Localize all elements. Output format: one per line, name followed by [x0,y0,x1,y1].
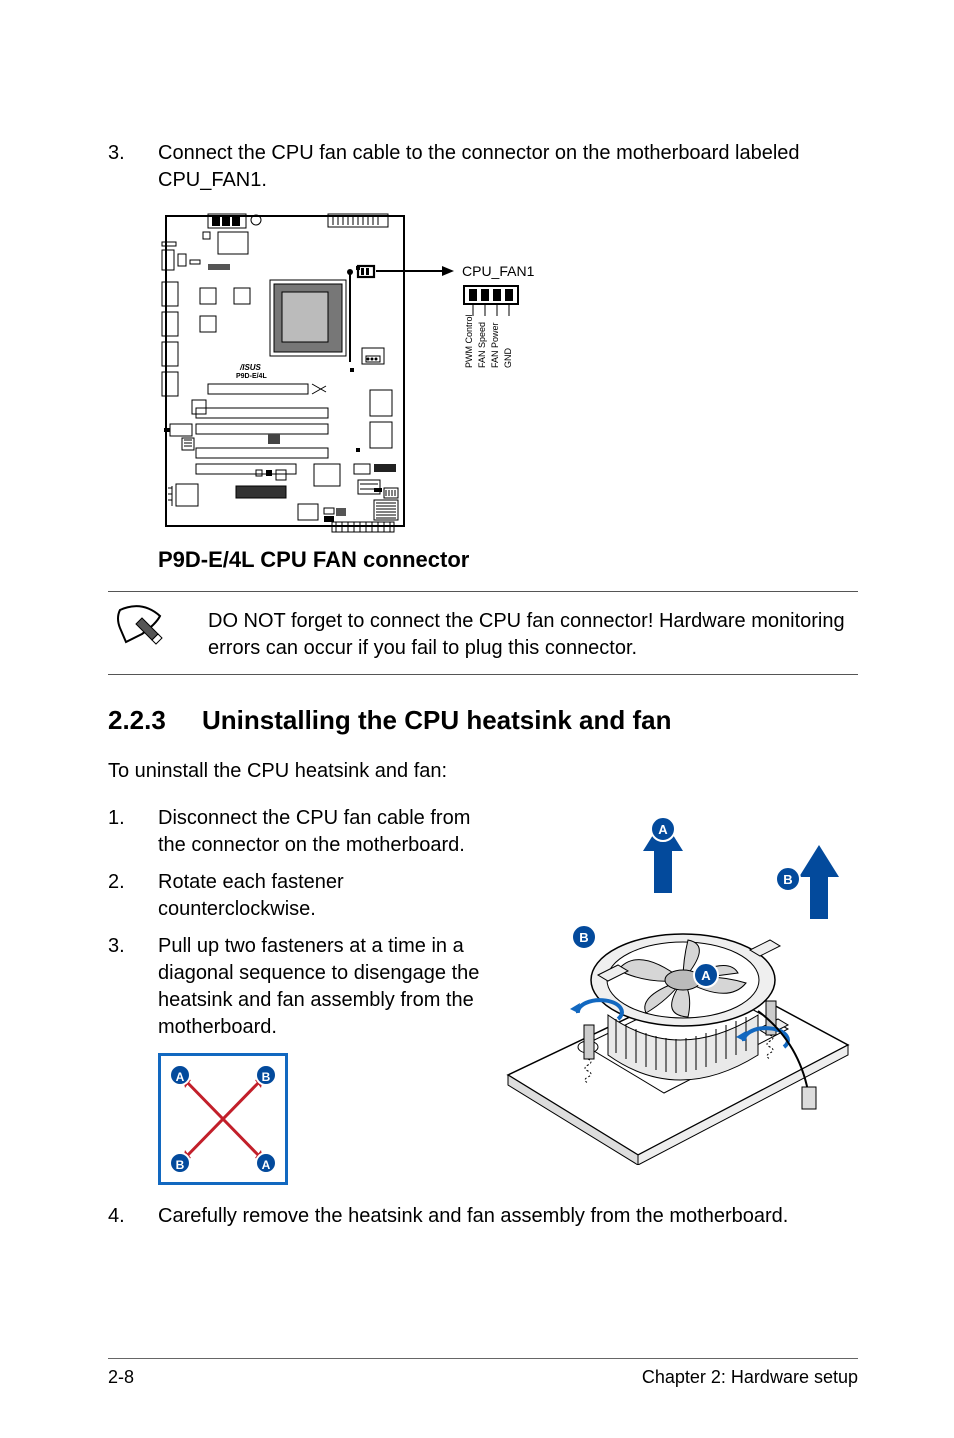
step-text: Disconnect the CPU fan cable from the co… [158,805,488,859]
svg-text:B: B [783,872,792,887]
step-4: 4. Carefully remove the heatsink and fan… [108,1203,858,1230]
uninstall-columns: 1. Disconnect the CPU fan cable from the… [108,805,858,1203]
step-3: 3. Connect the CPU fan cable to the conn… [108,140,858,194]
badge-b-icon: B [169,1152,191,1174]
section-title: Uninstalling the CPU heatsink and fan [202,705,672,736]
step-text: Pull up two fasteners at a time in a dia… [158,933,488,1041]
badge-a-icon: A [255,1152,277,1174]
step-number: 1. [108,805,158,859]
uninstall-step-1: 1. Disconnect the CPU fan cable from the… [108,805,488,859]
note-pencil-icon [108,604,208,653]
step-number: 3. [108,140,158,194]
page-number: 2-8 [108,1367,134,1388]
svg-text:B: B [579,930,588,945]
step-number: 4. [108,1203,158,1230]
svg-text:A: A [658,822,668,837]
diagram-caption: P9D-E/4L CPU FAN connector [158,547,858,573]
svg-text:CPU_FAN1: CPU_FAN1 [462,263,535,279]
uninstall-step-2: 2. Rotate each fastener counterclockwise… [108,869,488,923]
page-footer: 2-8 Chapter 2: Hardware setup [108,1358,858,1388]
step-text: Rotate each fastener counterclockwise. [158,869,488,923]
section-number: 2.2.3 [108,705,202,736]
step-text: Connect the CPU fan cable to the connect… [158,140,858,194]
step-number: 2. [108,869,158,923]
svg-text:P9D-E/4L: P9D-E/4L [236,373,267,380]
diagonal-sequence-diagram: A B B A [158,1053,288,1185]
svg-text:PWM Control: PWM Control [464,314,474,368]
svg-text:GND: GND [503,348,513,369]
step-number: 3. [108,933,158,1041]
chapter-label: Chapter 2: Hardware setup [642,1367,858,1388]
svg-text:A: A [701,968,711,983]
badge-a-icon: A [169,1064,191,1086]
badge-b-icon: B [255,1064,277,1086]
section-heading: 2.2.3 Uninstalling the CPU heatsink and … [108,705,858,736]
svg-text:FAN Power: FAN Power [490,322,500,368]
section-intro: To uninstall the CPU heatsink and fan: [108,760,858,783]
board-brand-text: /ISUS [239,363,262,372]
heatsink-illustration: A B B A [488,805,858,1203]
uninstall-step-3: 3. Pull up two fasteners at a time in a … [108,933,488,1041]
step-text: Carefully remove the heatsink and fan as… [158,1203,858,1230]
svg-text:FAN Speed: FAN Speed [477,322,487,368]
motherboard-diagram: /ISUS P9D-E/4L [158,208,858,543]
note-text: DO NOT forget to connect the CPU fan con… [208,604,858,662]
note-box: DO NOT forget to connect the CPU fan con… [108,591,858,675]
